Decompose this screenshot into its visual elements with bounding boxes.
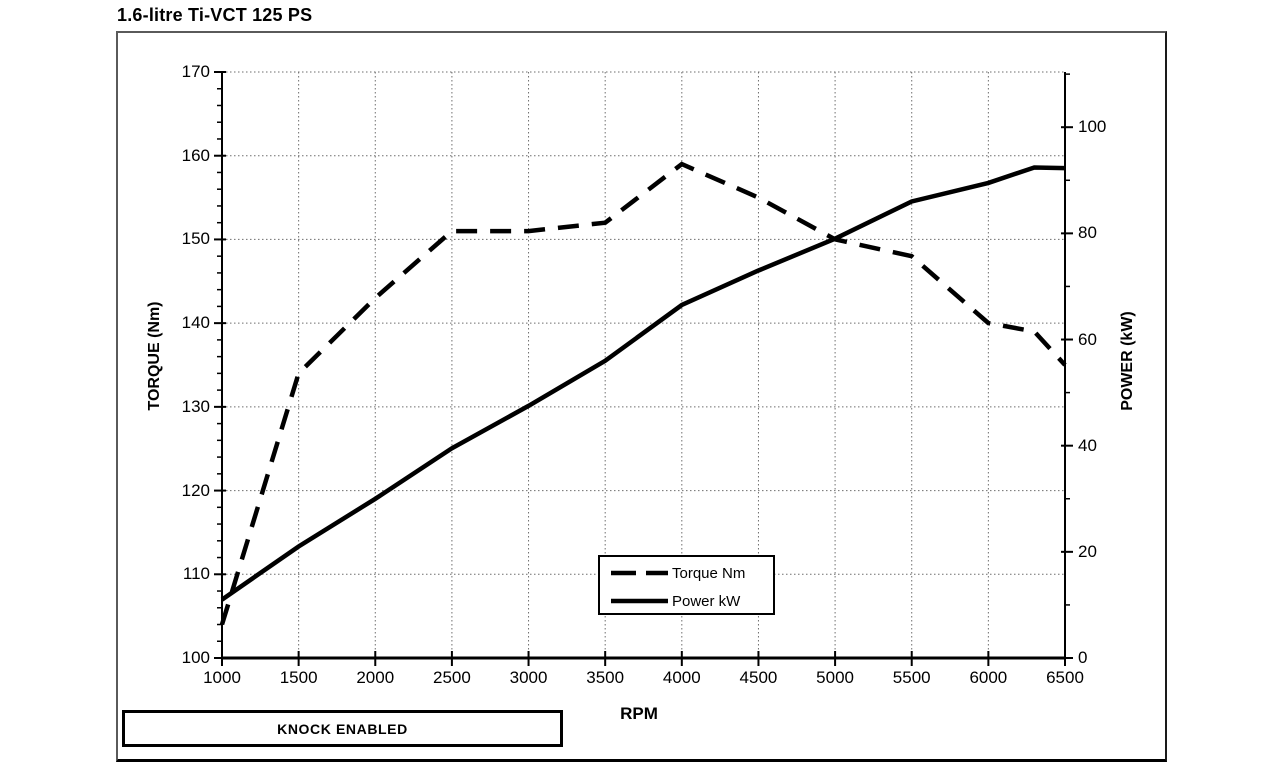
series-line-power-kw: [220, 165, 1066, 602]
left-axis-tick-label: 170: [181, 62, 210, 81]
x-axis-tick-label: 1500: [279, 668, 318, 687]
series-line-torque-nm: [219, 161, 1067, 626]
right-axis-tick-label: 40: [1078, 435, 1097, 455]
left-axis-title: TORQUE (Nm): [146, 301, 163, 411]
legend: Torque Nm Power kW: [598, 555, 775, 615]
knock-enabled-label: KNOCK ENABLED: [277, 720, 408, 737]
right-axis-tick-label: 60: [1078, 329, 1097, 349]
x-axis-tick-label: 3500: [586, 668, 625, 687]
left-axis-tick-label: 160: [181, 145, 210, 165]
x-axis-tick-label: 6000: [969, 668, 1008, 687]
left-axis-tick-label: 130: [181, 396, 210, 416]
x-axis-tick-label: 5500: [892, 668, 931, 687]
torque-dashed-line-sample: [611, 570, 668, 576]
right-axis-tick-label: 20: [1078, 541, 1097, 561]
legend-item-torque: Torque Nm: [610, 563, 745, 583]
left-axis-tick-label: 100: [181, 648, 210, 667]
left-axis-tick-label: 120: [181, 480, 210, 500]
right-axis-tick-label: 0: [1078, 648, 1088, 667]
power-solid-line-sample: [611, 598, 668, 604]
x-axis-tick-label: 6500: [1046, 668, 1084, 687]
legend-label-power: Power kW: [672, 592, 741, 610]
right-axis-tick-label: 100: [1078, 117, 1107, 137]
x-axis-tick-label: 2000: [356, 668, 395, 687]
left-axis-tick-label: 150: [181, 229, 210, 249]
chart-title: 1.6-litre Ti-VCT 125 PS: [117, 5, 313, 25]
right-axis-title: POWER (kW): [1119, 311, 1136, 411]
x-axis-tick-label: 5000: [816, 668, 854, 687]
legend-label-torque: Torque Nm: [672, 564, 746, 582]
x-axis-tick-label: 1000: [203, 668, 241, 687]
left-axis-tick-label: 110: [182, 564, 210, 584]
x-axis-tick-label: 2500: [432, 668, 471, 687]
x-axis-tick-label: 4000: [662, 668, 701, 687]
left-axis-tick-label: 140: [181, 313, 210, 333]
x-axis-tick-label: 3000: [509, 668, 548, 687]
x-axis-title: RPM: [620, 704, 658, 723]
legend-item-power: Power kW: [610, 591, 740, 611]
right-axis-tick-label: 80: [1078, 223, 1097, 243]
x-axis-tick-label: 4500: [739, 668, 778, 687]
knock-enabled-box: KNOCK ENABLED: [122, 710, 563, 747]
